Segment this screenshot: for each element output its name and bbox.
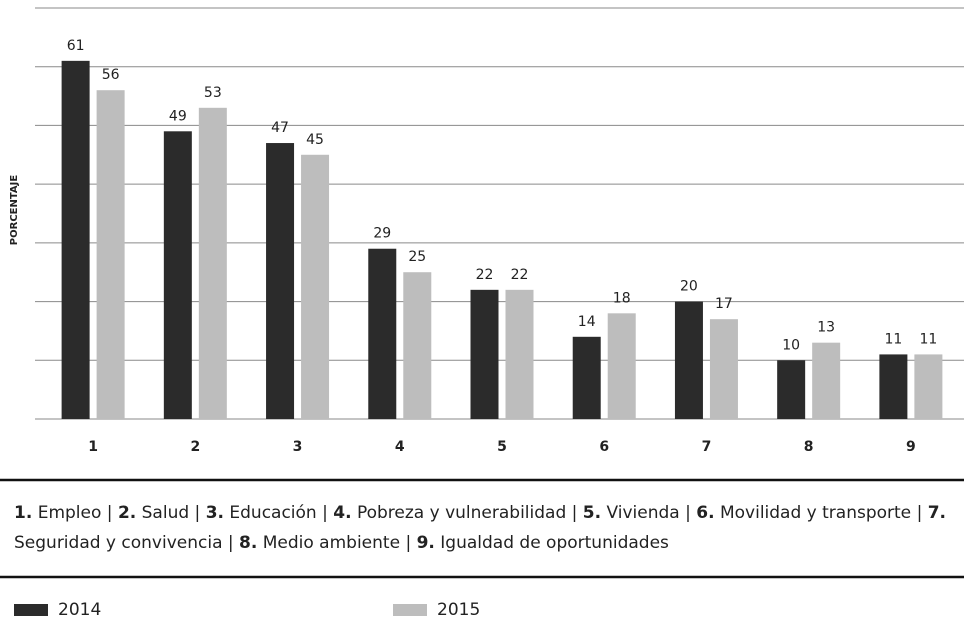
value-label: 53 [204, 85, 222, 101]
key-label: Movilidad y transporte [719, 503, 912, 523]
category-key: 1. Empleo | 2. Salud | 3. Educación | 4.… [14, 498, 959, 558]
bar [607, 313, 636, 419]
separator: | [916, 503, 923, 523]
value-label: 29 [373, 226, 391, 242]
x-tick-label: 2 [190, 439, 200, 455]
key-number: 6. [696, 503, 715, 523]
separator: | [405, 533, 412, 553]
value-label: 11 [884, 331, 902, 347]
bar [301, 154, 330, 420]
x-tick-label: 6 [599, 439, 609, 455]
separator: | [685, 503, 691, 523]
value-label: 56 [102, 67, 120, 83]
x-tick-label: 3 [293, 439, 303, 455]
bar [812, 342, 841, 419]
key-number: 8. [239, 533, 258, 553]
value-label: 14 [578, 314, 596, 330]
key-label: Empleo [37, 503, 102, 523]
key-number: 7. [927, 503, 946, 523]
key-number: 2. [117, 503, 137, 523]
value-label: 18 [613, 290, 631, 306]
value-label: 49 [169, 108, 187, 124]
key-label: Vivienda [606, 503, 680, 523]
bar [879, 354, 908, 419]
separator: | [106, 503, 113, 523]
key-number: 3. [205, 503, 224, 523]
value-label: 61 [67, 38, 85, 54]
x-tick-label: 4 [395, 439, 405, 455]
value-label: 25 [408, 249, 426, 265]
key-label: Pobreza y vulnerabilidad [356, 503, 567, 523]
key-label: Igualdad de oportunidades [440, 533, 669, 553]
legend-swatch [393, 604, 427, 616]
value-label: 22 [476, 267, 494, 283]
separator: | [194, 503, 201, 523]
x-tick-label: 1 [88, 439, 98, 455]
bar [674, 301, 703, 419]
key-label: Educación [229, 503, 317, 523]
value-label: 20 [680, 279, 698, 295]
bar [470, 289, 499, 419]
bar [403, 272, 432, 419]
bar [198, 107, 227, 420]
key-label: Medio ambiente [262, 533, 401, 553]
x-tick-label: 5 [497, 439, 507, 455]
x-tick-label: 7 [702, 439, 712, 455]
x-tick-label: 8 [804, 439, 814, 455]
bar [709, 319, 738, 419]
legend-label: 2014 [58, 600, 101, 620]
key-number: 5. [582, 503, 602, 523]
key-label: Seguridad y convivencia [14, 533, 223, 553]
separator: | [322, 503, 328, 523]
bar [914, 354, 943, 419]
y-axis-label: PORCENTAJE [9, 175, 20, 246]
bar [163, 131, 192, 420]
key-number: 4. [333, 503, 352, 523]
value-label: 47 [271, 120, 289, 136]
value-label: 45 [306, 132, 324, 148]
separator: | [571, 503, 578, 523]
value-label: 22 [511, 267, 529, 283]
legend-label: 2015 [437, 600, 480, 620]
bar [61, 60, 90, 419]
value-label: 13 [817, 320, 835, 336]
bar [777, 360, 806, 419]
bar [266, 143, 295, 420]
key-number: 1. [14, 503, 33, 523]
value-label: 11 [919, 331, 937, 347]
bar [572, 336, 601, 419]
legend-swatch [14, 604, 48, 616]
key-number: 9. [416, 533, 435, 553]
bar [368, 248, 397, 419]
value-label: 10 [782, 337, 800, 353]
key-label: Salud [141, 503, 190, 523]
x-tick-label: 9 [906, 439, 916, 455]
bar [96, 90, 125, 419]
value-label: 17 [715, 296, 733, 312]
bar [505, 289, 534, 419]
separator: | [227, 533, 234, 553]
